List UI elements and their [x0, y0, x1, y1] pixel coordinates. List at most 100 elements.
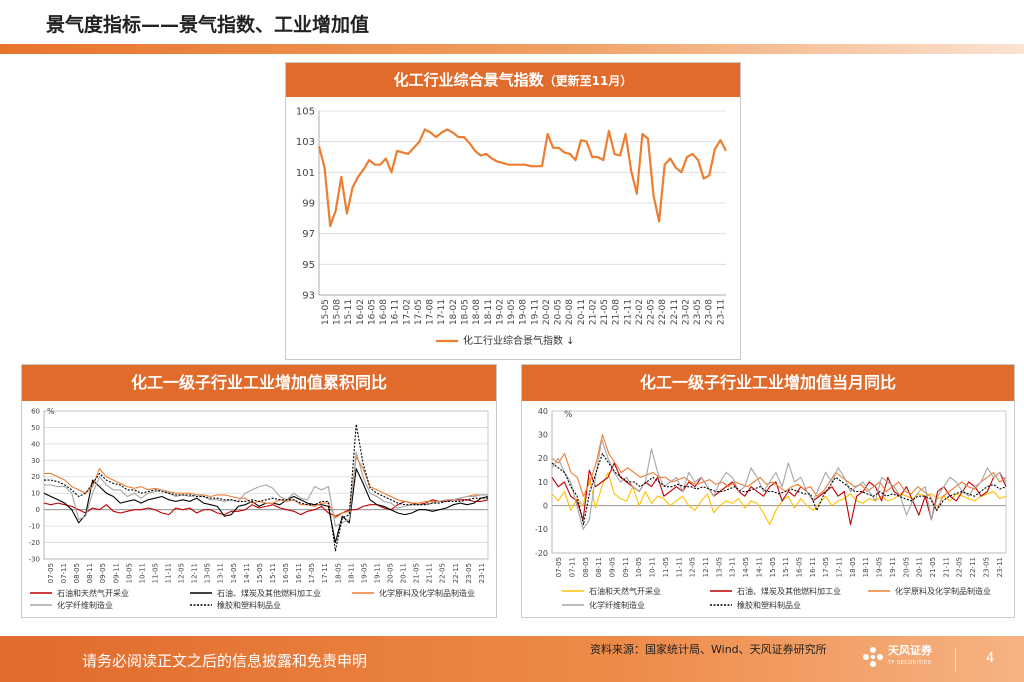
legend-item: 石油、煤炭及其他燃料加工业	[190, 588, 321, 598]
x-tick-label: 07-05	[555, 557, 563, 577]
x-tick-label: 18-05	[334, 563, 342, 583]
x-tick-label: 19-05	[360, 563, 368, 583]
x-tick-label: 16-02	[356, 299, 366, 325]
monthly-yoy-chart-panel: 化工一级子行业工业增加值当月同比 -20 -10 0 10 20 30 40% 07-05 07…	[521, 364, 1015, 618]
page-number: 4	[986, 651, 995, 666]
x-tick-label: 20-11	[400, 563, 408, 583]
x-tick-label: 19-02	[495, 299, 505, 325]
legend-item: 石油和天然气开采业	[30, 588, 129, 598]
x-tick-label: 10-05	[125, 563, 133, 583]
legend-label: 石油和天然气开采业	[57, 588, 129, 598]
x-tick-label: 11-11	[165, 563, 173, 583]
x-tick-label: 15-05	[769, 557, 777, 577]
x-tick-label: 17-11	[321, 563, 329, 583]
x-tick-label: 11-05	[151, 563, 159, 583]
y-tick-label: 60	[31, 407, 40, 415]
x-tick-label: 19-05	[876, 557, 884, 577]
x-tick-label: 14-05	[230, 563, 238, 583]
legend-item: 橡胶和塑料制品业	[190, 600, 281, 610]
x-tick-label: 22-02	[635, 299, 645, 325]
x-tick-label: 14-05	[742, 557, 750, 577]
x-tick-label: 17-02	[402, 299, 412, 325]
legend-item: 化学原料及化学制品制造业	[352, 588, 475, 598]
monthly-yoy-chart-title: 化工一级子行业工业增加值当月同比	[639, 373, 896, 392]
legend-label: 化学原料及化学制品制造业	[895, 586, 991, 596]
y-tick-label: 93	[302, 291, 315, 302]
x-tick-label: 15-11	[269, 563, 277, 583]
y-tick-label: 40	[538, 407, 548, 416]
x-tick-label: 22-05	[956, 557, 964, 577]
x-tick-label: 09-11	[622, 557, 630, 577]
x-tick-label: 19-11	[889, 557, 897, 577]
x-tick-label: 17-08	[426, 299, 436, 325]
series-line-0	[317, 128, 727, 228]
x-tick-label: 18-08	[472, 299, 482, 325]
y-tick-label: 0	[543, 501, 548, 510]
x-tick-label: 14-11	[243, 563, 251, 583]
x-tick-label: 17-11	[836, 557, 844, 577]
x-tick-label: 15-11	[344, 299, 354, 325]
x-tick-label: 23-05	[693, 299, 703, 325]
x-tick-label: 12-05	[178, 563, 186, 583]
composite-index-chart-title: 化工行业综合景气指数	[393, 71, 544, 89]
x-tick-label: 20-08	[565, 299, 575, 325]
x-tick-label: 16-11	[295, 563, 303, 583]
y-tick-label: 40	[31, 440, 40, 448]
x-tick-label: 21-02	[588, 299, 598, 325]
x-tick-label: 23-11	[716, 299, 726, 325]
legend-item: 化学纤维制造业	[30, 600, 113, 610]
footer-bar	[0, 636, 1024, 682]
y-tick-label: 20	[538, 454, 548, 463]
x-tick-label: 23-08	[705, 299, 715, 325]
disclaimer-link[interactable]: 请务必阅读正文之后的信息披露和免责申明	[82, 652, 368, 670]
x-tick-label: 07-05	[47, 563, 55, 583]
x-tick-label: 13-05	[715, 557, 723, 577]
y-axis-unit: %	[564, 410, 573, 420]
y-tick-label: 30	[538, 430, 548, 439]
legend-label: 化工行业综合景气指数 ↓	[463, 334, 575, 347]
x-tick-label: 15-05	[256, 563, 264, 583]
x-tick-label: 07-11	[60, 563, 68, 583]
series-line-3	[44, 451, 488, 527]
x-tick-label: 12-11	[702, 557, 710, 577]
x-tick-label: 20-05	[387, 563, 395, 583]
x-tick-label: 22-05	[647, 299, 657, 325]
x-tick-label: 21-05	[929, 557, 937, 577]
x-tick-label: 22-05	[439, 563, 447, 583]
series-line-2	[551, 434, 1007, 511]
x-tick-label: 10-11	[138, 563, 146, 583]
x-tick-label: 19-11	[373, 563, 381, 583]
y-tick-label: 0	[36, 506, 40, 514]
x-tick-label: 18-11	[347, 563, 355, 583]
x-tick-label: 21-11	[942, 557, 950, 577]
x-tick-label: 22-11	[670, 299, 680, 325]
y-tick-label: -10	[535, 525, 548, 534]
x-tick-label: 08-05	[582, 557, 590, 577]
x-tick-label: 11-11	[675, 557, 683, 577]
x-tick-label: 10-05	[635, 557, 643, 577]
x-tick-label: 16-11	[809, 557, 817, 577]
x-tick-label: 09-05	[99, 563, 107, 583]
legend-label: 橡胶和塑料制品业	[217, 600, 281, 610]
x-tick-label: 23-02	[681, 299, 691, 325]
x-tick-label: 19-11	[530, 299, 540, 325]
y-tick-label: -10	[29, 523, 40, 531]
x-tick-label: 18-11	[484, 299, 494, 325]
x-tick-label: 12-05	[689, 557, 697, 577]
x-tick-label: 20-05	[554, 299, 564, 325]
legend-label: 化学纤维制造业	[589, 600, 645, 610]
footer-divider	[955, 648, 956, 672]
y-tick-label: 20	[31, 473, 40, 481]
x-tick-label: 22-11	[452, 563, 460, 583]
x-tick-label: 16-05	[282, 563, 290, 583]
y-tick-label: 97	[302, 229, 315, 240]
x-tick-label: 22-11	[969, 557, 977, 577]
x-tick-label: 23-05	[465, 563, 473, 583]
x-tick-label: 22-08	[658, 299, 668, 325]
x-tick-label: 16-05	[367, 299, 377, 325]
x-tick-label: 17-11	[437, 299, 447, 325]
series-line-4	[551, 453, 1007, 526]
x-tick-label: 07-11	[568, 557, 576, 577]
x-tick-label: 15-08	[333, 299, 343, 325]
